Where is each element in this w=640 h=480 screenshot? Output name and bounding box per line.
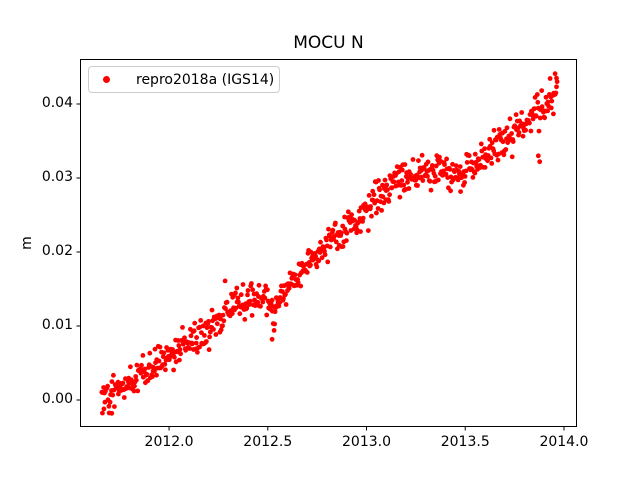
- legend-dot-marker-icon: [103, 76, 110, 83]
- x-tick-label: 2013.5: [440, 434, 490, 450]
- x-tick-label: 2014.0: [539, 434, 589, 450]
- legend-box: repro2018a (IGS14): [88, 66, 280, 93]
- legend-series-label: repro2018a (IGS14): [136, 71, 275, 88]
- y-tick-label: 0.02: [41, 242, 73, 259]
- y-tick-label: 0.00: [41, 390, 73, 407]
- y-tick-label: 0.01: [41, 316, 73, 333]
- x-tick-label: 2013.0: [342, 434, 391, 450]
- x-tick-label: 2012.5: [243, 434, 293, 450]
- y-tick-label: 0.03: [41, 168, 73, 185]
- x-tick-label: 2012.0: [144, 434, 194, 450]
- y-tick-label: 0.04: [41, 94, 73, 111]
- plot-title: MOCU N: [293, 33, 364, 53]
